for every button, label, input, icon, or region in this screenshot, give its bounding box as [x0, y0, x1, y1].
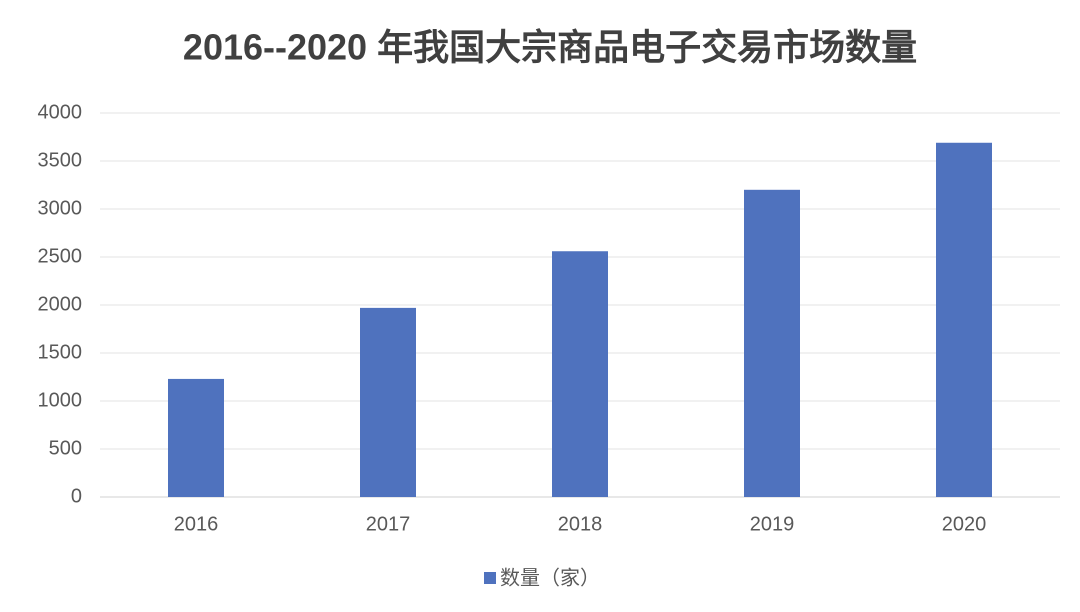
x-tick-label: 2017 — [366, 513, 411, 535]
bar — [168, 378, 224, 497]
x-tick-label: 2020 — [942, 513, 987, 535]
x-tick-label: 2018 — [558, 513, 603, 535]
y-tick-label: 2500 — [38, 245, 83, 267]
y-tick-label: 500 — [49, 437, 82, 459]
x-tick-label: 2016 — [174, 513, 219, 535]
legend-swatch — [484, 572, 496, 584]
y-tick-label: 0 — [71, 485, 82, 507]
x-tick-label: 2019 — [750, 513, 795, 535]
y-tick-label: 1000 — [38, 389, 83, 411]
y-tick-label: 4000 — [38, 101, 83, 123]
legend-label: 数量（家） — [500, 566, 600, 589]
bar — [936, 142, 992, 497]
bar — [360, 307, 416, 497]
y-tick-label: 2000 — [38, 293, 83, 315]
y-tick-label: 3000 — [38, 197, 83, 219]
bar — [552, 251, 608, 497]
chart-title: 2016--2020 年我国大宗商品电子交易市场数量 — [183, 27, 917, 68]
bar — [744, 189, 800, 498]
y-tick-label: 1500 — [38, 341, 83, 363]
y-tick-label: 3500 — [38, 149, 83, 171]
